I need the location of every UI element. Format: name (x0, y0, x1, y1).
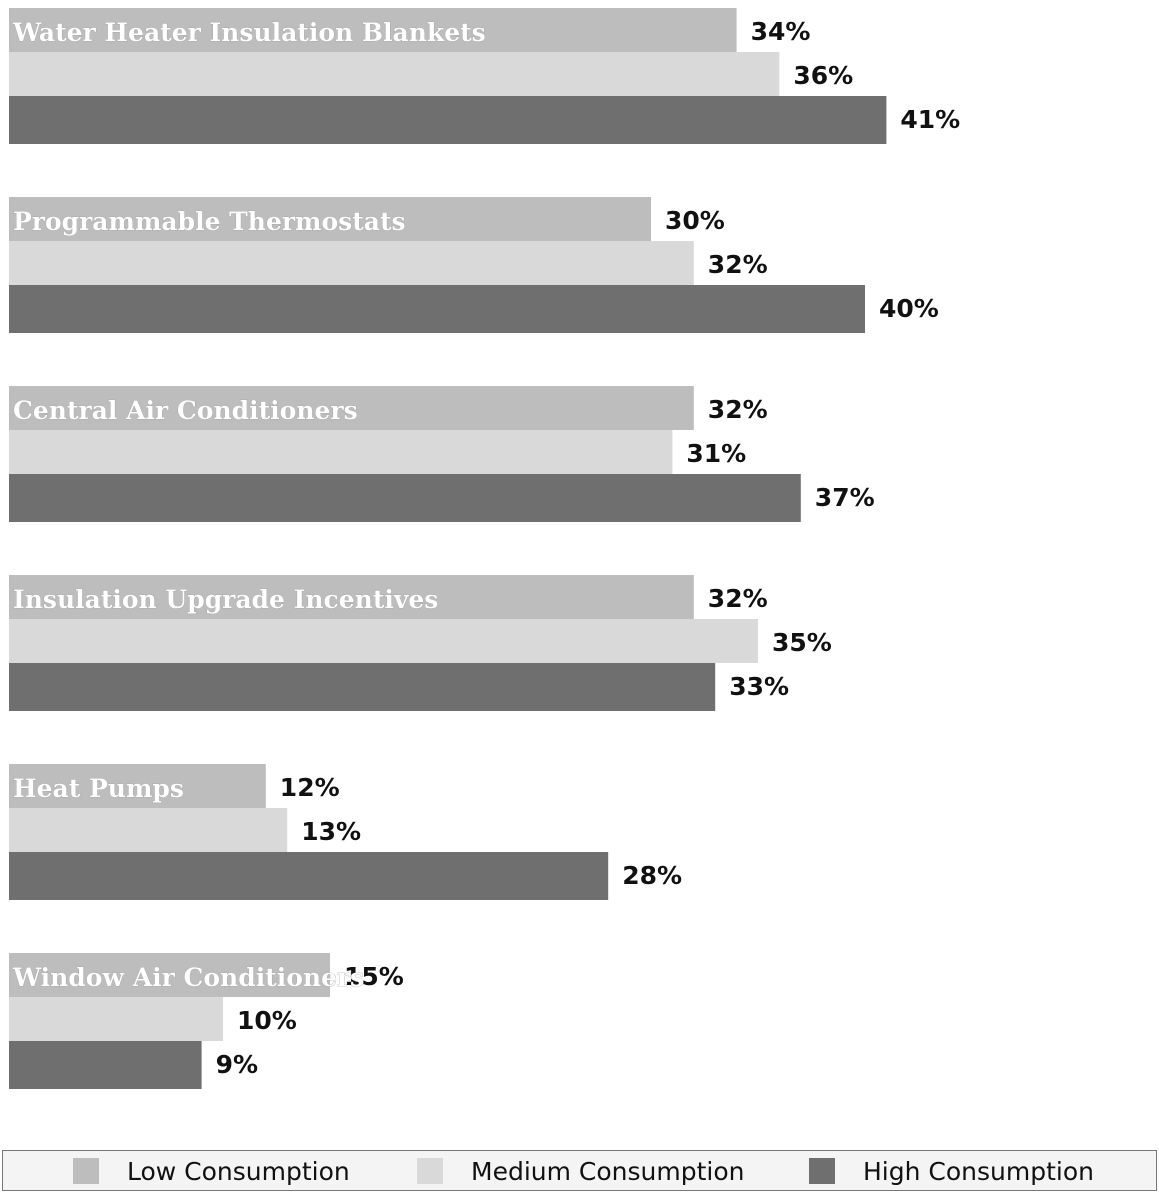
legend-swatch-medium (417, 1158, 443, 1184)
chart-legend: Low Consumption Medium Consumption High … (2, 1150, 1157, 1191)
category-label-central-air-conditioners: Central Air Conditioners (13, 396, 358, 425)
data-label-high-programmable-thermostats: 40% (879, 294, 939, 323)
data-label-low-heat-pumps: 12% (280, 773, 340, 802)
data-label-medium-insulation-upgrade-incentives: 35% (772, 628, 832, 657)
bar-medium-water-heater-insulation-blankets (9, 52, 780, 96)
bar-low-heat-pumps (9, 764, 266, 808)
bar-group-water-heater-insulation-blankets: 34% 36% 41% Water Heater Insulation Blanket… (9, 8, 960, 144)
data-label-medium-central-air-conditioners: 31% (686, 439, 746, 468)
legend-swatch-high (809, 1158, 835, 1184)
bar-high-water-heater-insulation-blankets (9, 96, 887, 144)
data-label-low-insulation-upgrade-incentives: 32% (708, 584, 768, 613)
bar-group-window-air-conditioners: 15% 10% 9% Window Air Conditioners (9, 953, 404, 1089)
data-label-low-water-heater-insulation-blankets: 34% (751, 17, 811, 46)
bar-low-window-air-conditioners (9, 953, 330, 997)
bar-high-heat-pumps (9, 852, 609, 900)
legend-item-low: Low Consumption (73, 1156, 350, 1186)
bar-medium-window-air-conditioners (9, 997, 223, 1041)
bar-medium-programmable-thermostats (9, 241, 694, 285)
data-label-low-programmable-thermostats: 30% (665, 206, 725, 235)
category-label-water-heater-insulation-blankets: Water Heater Insulation Blankets (12, 18, 486, 47)
data-label-low-window-air-conditioners: 15% (344, 962, 404, 991)
bar-high-insulation-upgrade-incentives (9, 663, 716, 711)
data-label-medium-water-heater-insulation-blankets: 36% (793, 61, 853, 90)
data-label-high-insulation-upgrade-incentives: 33% (729, 672, 789, 701)
bar-group-insulation-upgrade-incentives: 32%35% 33% Insulation Upgrade Incentives (9, 575, 832, 711)
category-label-insulation-upgrade-incentives: Insulation Upgrade Incentives (13, 585, 438, 614)
bar-low-water-heater-insulation-blankets (9, 8, 737, 52)
data-label-high-window-air-conditioners: 9% (216, 1050, 258, 1079)
data-label-medium-window-air-conditioners: 10% (237, 1006, 297, 1035)
legend-label-high: High Consumption (863, 1156, 1094, 1186)
data-label-low-central-air-conditioners: 32% (708, 395, 768, 424)
data-label-medium-programmable-thermostats: 32% (708, 250, 768, 279)
bar-medium-central-air-conditioners (9, 430, 673, 474)
bar-high-central-air-conditioners (9, 474, 801, 522)
bar-low-central-air-conditioners (9, 386, 694, 430)
bar-high-programmable-thermostats (9, 285, 865, 333)
bar-group-central-air-conditioners: 32% 31% 37% Central Air Conditioners (9, 386, 875, 522)
bar-group-programmable-thermostats: 30% 32% 40% Programmable Thermostats (9, 197, 939, 333)
data-label-high-central-air-conditioners: 37% (815, 483, 875, 512)
legend-label-medium: Medium Consumption (471, 1156, 745, 1186)
bar-medium-heat-pumps (9, 808, 288, 852)
legend-item-high: High Consumption (809, 1156, 1094, 1186)
bar-chart: 34% 36% 41% Water Heater Insulation Blanket… (9, 8, 960, 1089)
data-label-high-heat-pumps: 28% (622, 861, 682, 890)
legend-item-medium: Medium Consumption (417, 1156, 745, 1186)
category-label-programmable-thermostats: Programmable Thermostats (13, 207, 406, 236)
category-label-window-air-conditioners: Window Air Conditioners (12, 963, 364, 992)
category-label-heat-pumps: Heat Pumps (13, 774, 184, 803)
bar-medium-insulation-upgrade-incentives (9, 619, 758, 663)
bar-group-heat-pumps: 12% 13% 28% Heat Pumps (9, 764, 682, 900)
legend-swatch-low (73, 1158, 99, 1184)
bar-low-insulation-upgrade-incentives (9, 575, 694, 619)
data-label-high-water-heater-insulation-blankets: 41% (900, 105, 960, 134)
data-label-medium-heat-pumps: 13% (301, 817, 361, 846)
legend-label-low: Low Consumption (127, 1156, 350, 1186)
bar-high-window-air-conditioners (9, 1041, 202, 1089)
bar-low-programmable-thermostats (9, 197, 651, 241)
